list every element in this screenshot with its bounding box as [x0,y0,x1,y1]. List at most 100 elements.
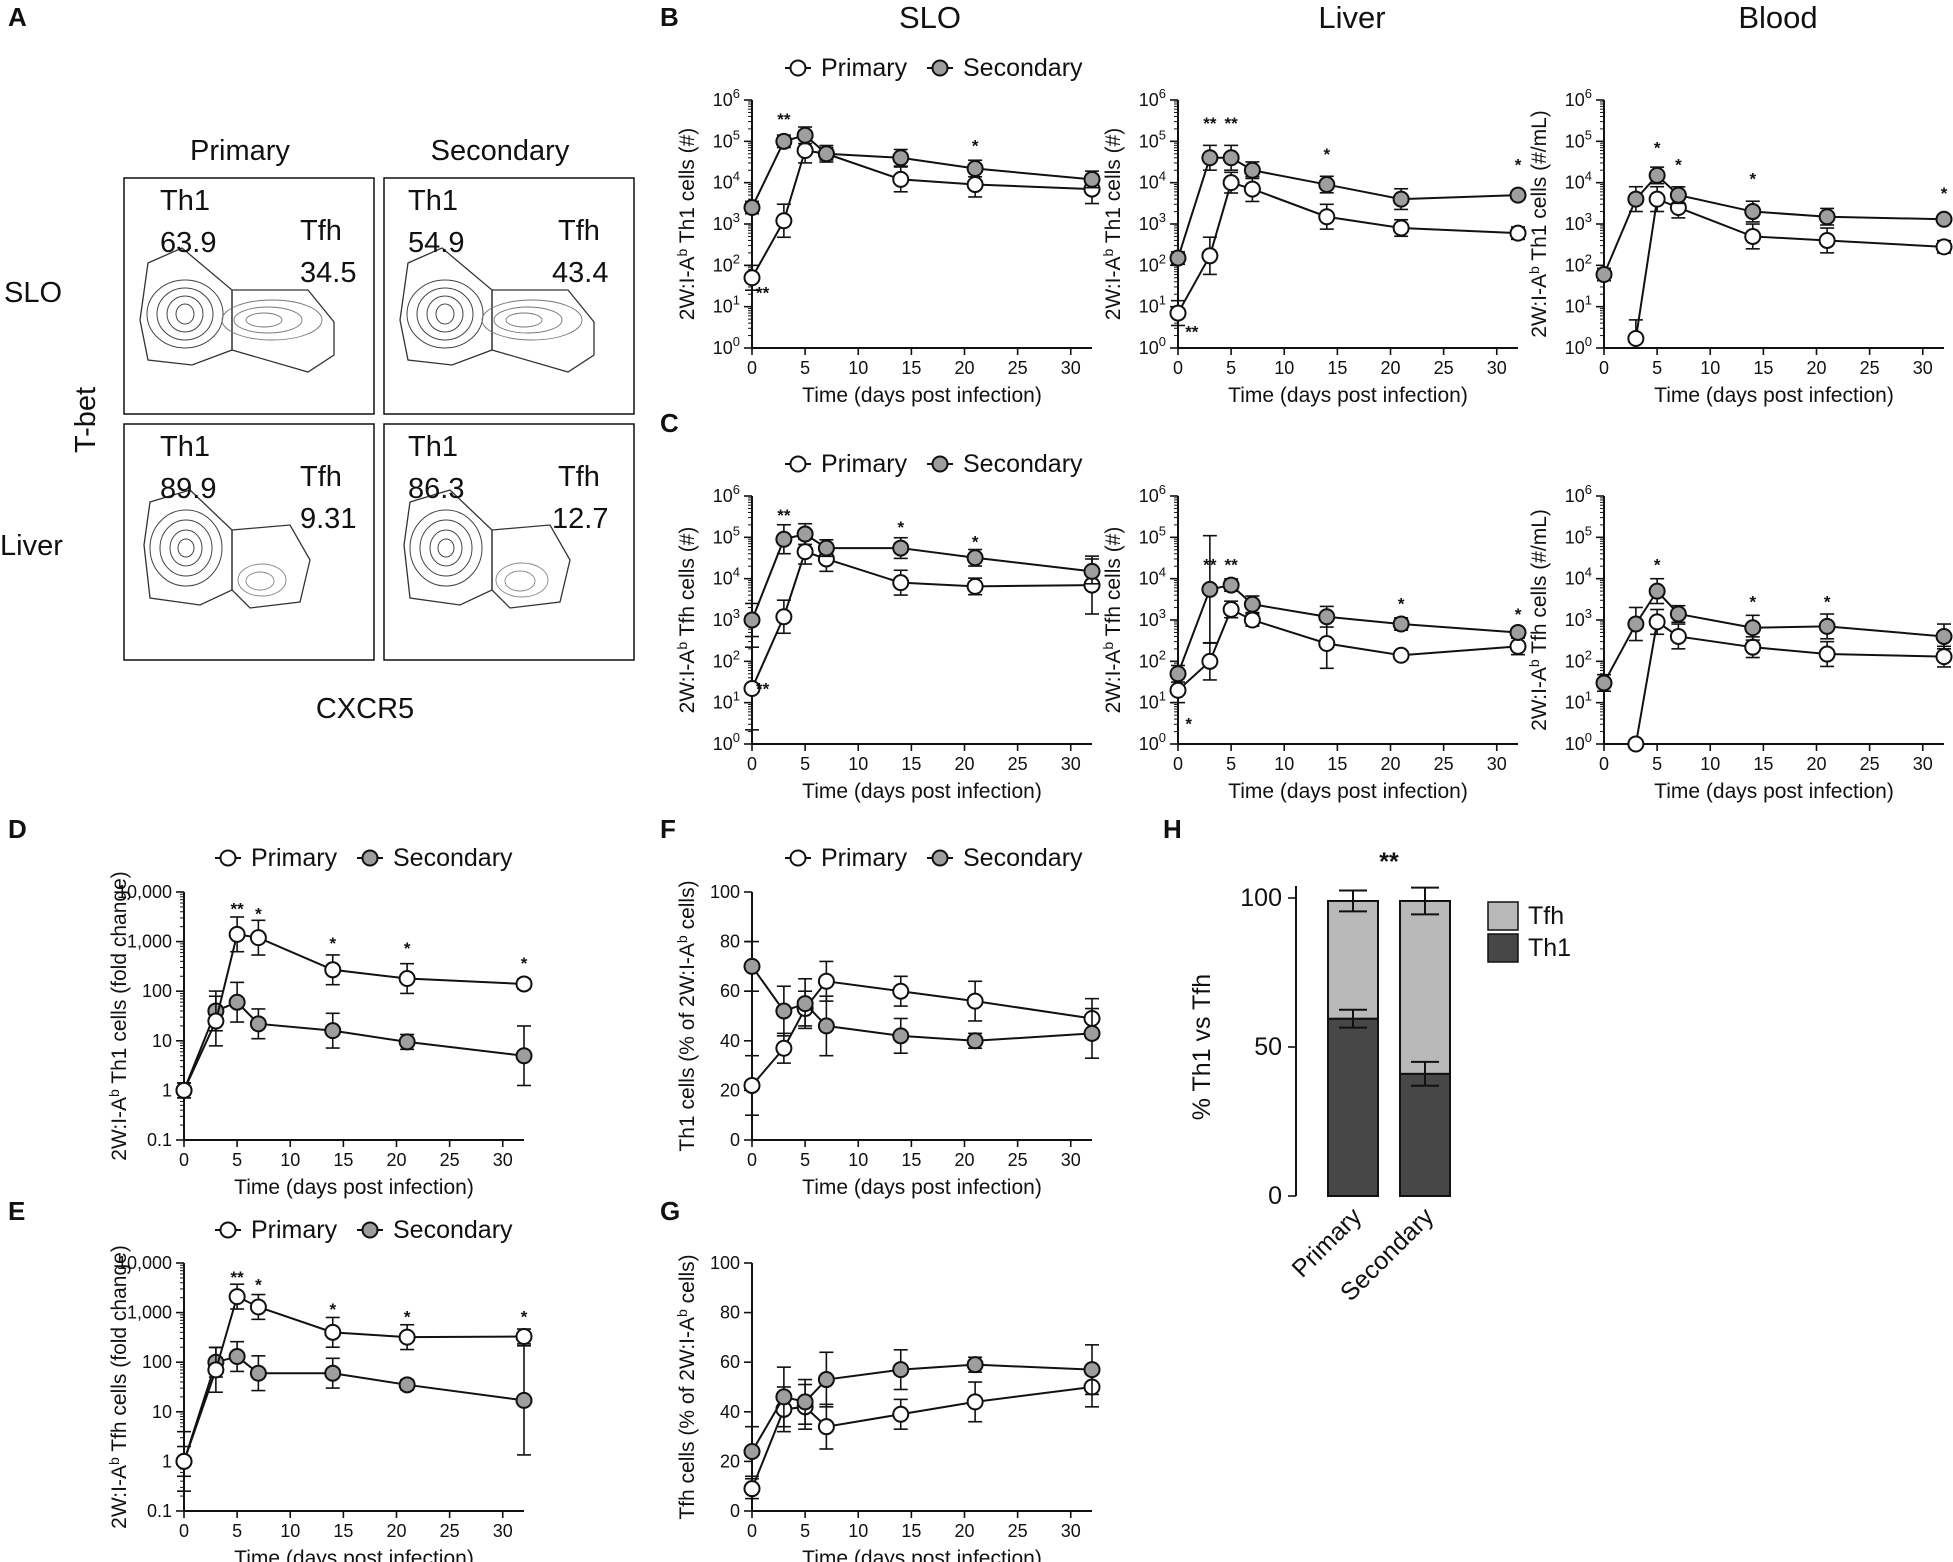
data-point [1935,627,1953,645]
series-primary [1627,608,1953,753]
x-axis-title: Time (days post infection) [802,1547,1042,1562]
facs-plot-liver-secondary: Th1 86.3 Tfh 12.7 [383,423,635,661]
x-tick-label: 20 [1806,358,1826,378]
significance-marker: ** [1203,114,1217,133]
facs-frame [383,177,635,415]
data-point [817,539,835,557]
y-tick-label: 100 [710,882,740,902]
data-point [966,992,984,1010]
y-axis-title: 2W:I-Ab Th1 cells (#/mL) [1526,110,1551,338]
data-point [398,1328,416,1346]
significance-marker: ** [777,110,791,129]
data-point [1169,249,1187,267]
significance-marker: ** [231,1268,245,1287]
y-tick-label: 105 [1139,127,1166,151]
series-line [183,1295,525,1462]
significance-marker: * [255,904,262,923]
data-point [515,975,533,993]
y-tick-label: 102 [1139,647,1166,671]
facs-plot-liver-primary: Th1 89.9 Tfh 9.31 [123,423,375,661]
x-tick-label: 25 [1008,754,1028,774]
x-tick-label: 0 [179,1521,189,1541]
th1-value: 86.3 [408,473,464,505]
th1-contours [406,279,484,349]
data-point [743,199,761,217]
tfh-label: Tfh [300,461,342,493]
bar-tfh-secondary [1399,899,1451,1075]
data-point [228,1348,246,1366]
data-point [892,1405,910,1423]
th1-contours [149,509,223,587]
facs-row-liver: Liver [0,530,63,562]
y-tick-label: 0.1 [147,1501,172,1521]
significance-marker: * [404,1308,411,1327]
data-point [796,543,814,561]
legend-label-secondary: Secondary [963,450,1083,478]
y-tick-label: 10 [152,1031,172,1051]
bar-tfh-primary [1327,899,1379,1020]
data-point [775,608,793,626]
data-point [1935,648,1953,666]
data-point [398,970,416,988]
series-primary [743,1366,1101,1500]
column-title-blood: Blood [1738,0,1817,35]
x-tick-label: 30 [1487,754,1507,774]
y-tick-label: 100 [1240,884,1282,912]
x-tick-label: 10 [1700,358,1720,378]
data-point [1509,224,1527,242]
th1-label: Th1 [160,431,210,463]
x-tick-label: 20 [1380,754,1400,774]
x-axis-title: Time (days post infection) [802,384,1042,407]
x-tick-label: 5 [232,1150,242,1170]
y-tick-label: 1 [162,1451,172,1471]
legend-label-primary: Primary [821,450,908,478]
data-point [228,1288,246,1306]
data-point [1318,208,1336,226]
x-tick-label: 5 [1652,358,1662,378]
legend: Primary Secondary [785,450,1083,478]
y-tick-label: 103 [1139,606,1166,630]
y-tick-label: 106 [1139,482,1166,506]
significance-marker: * [329,1300,336,1319]
y-tick-label: 104 [1565,169,1592,193]
facs-frame [123,177,375,415]
y-tick-label: 101 [1139,293,1166,317]
data-point [1243,595,1261,613]
data-point [1201,247,1219,265]
significance-marker: * [1824,593,1831,612]
significance-marker: * [1749,170,1756,189]
data-point [1201,580,1219,598]
th1-value: 54.9 [408,227,464,259]
y-tick-label: 100 [1565,334,1592,358]
legend: Primary Secondary [785,54,1083,82]
data-point [796,142,814,160]
data-point [1392,615,1410,633]
y-axis-title: 2W:I-Ab Tfh cells (#) [674,527,699,714]
y-tick-label: 0 [730,1501,740,1521]
series-line [183,933,525,1091]
series-primary [743,538,1101,731]
y-tick-label: 106 [1139,86,1166,110]
legend-marker [361,849,379,867]
legend-marker [789,849,807,867]
y-axis-title: % Th1 vs Tfh [1188,974,1216,1120]
series-primary [1627,185,1953,348]
x-tick-label: 25 [1860,754,1880,774]
data-point [1083,1361,1101,1379]
x-tick-label: 5 [800,358,810,378]
x-axis-title: Time (days post infection) [1228,780,1468,803]
data-point [796,995,814,1013]
series-line [751,550,1093,689]
y-tick-label: 0 [1268,1182,1282,1210]
th1-value: 89.9 [160,473,216,505]
data-point [1818,617,1836,635]
y-tick-label: 100 [710,1253,740,1273]
data-point [1818,645,1836,663]
series-primary [175,1283,533,1492]
legend-label-secondary: Secondary [963,54,1083,82]
legend-marker [361,1221,379,1239]
y-axis-title: 2W:I-Ab Tfh cells (fold change) [106,1245,131,1529]
series-primary [1169,171,1527,327]
